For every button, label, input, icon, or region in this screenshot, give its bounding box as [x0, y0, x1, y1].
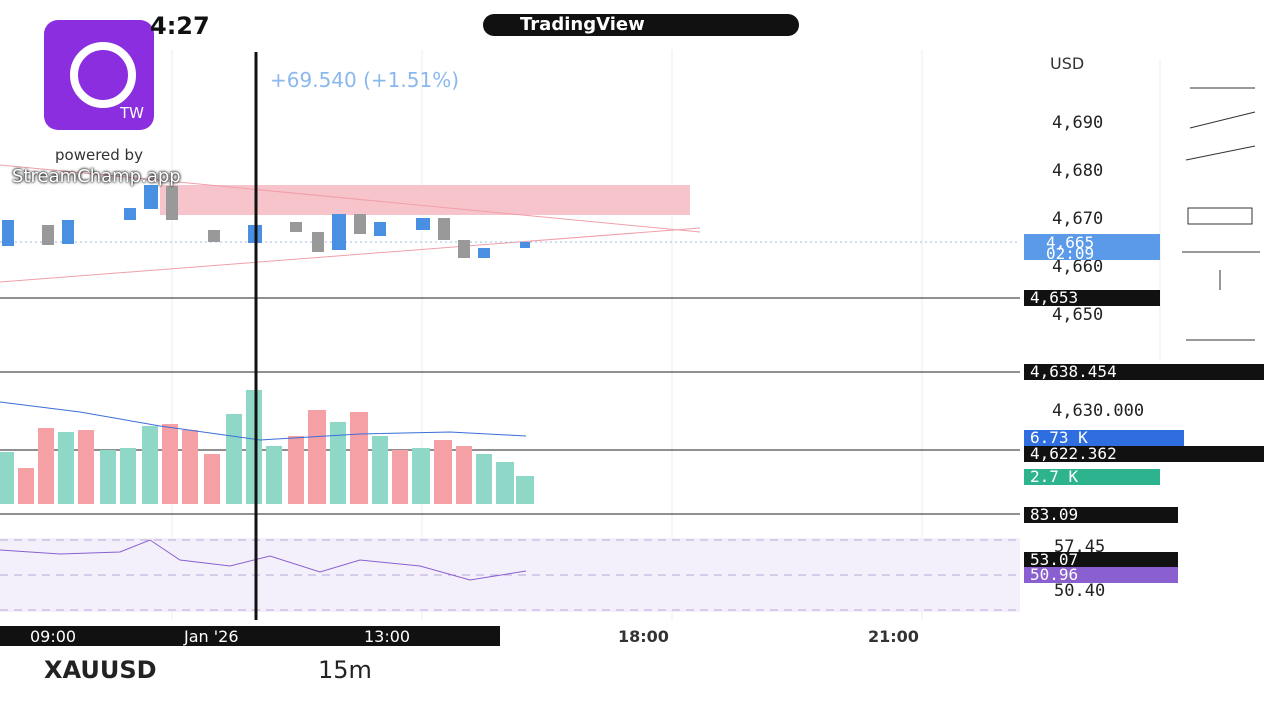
- rsi-ma: 53.07: [1024, 552, 1178, 568]
- app-title: TradingView: [520, 14, 645, 35]
- price-label: 4,630.000: [1052, 401, 1145, 421]
- zone: [160, 185, 690, 215]
- price-label: 4,660: [1052, 257, 1104, 277]
- time-label: 09:00: [30, 627, 77, 646]
- price-label: 4,670: [1052, 209, 1104, 229]
- trendline: [0, 164, 701, 233]
- volume-label: 2.7 K: [1024, 469, 1160, 485]
- line-label: 4,653: [1024, 290, 1160, 306]
- time-label: Jan '26: [184, 627, 239, 646]
- interval[interactable]: 15m: [318, 656, 372, 684]
- line-label: 4,638.454: [1024, 364, 1264, 380]
- rsi-top: 83.09: [1024, 507, 1178, 523]
- volume-bars: [0, 390, 534, 504]
- price-label: 4,690: [1052, 113, 1104, 133]
- rsi-value: 50.96: [1024, 567, 1178, 583]
- price-label: 4,650: [1052, 305, 1104, 325]
- volume-ma: [0, 401, 527, 441]
- clock: 4:27: [150, 12, 210, 40]
- badge-text: TW: [120, 104, 144, 122]
- time-label: 21:00: [868, 627, 919, 646]
- rsi-lower: 50.40: [1054, 581, 1106, 601]
- last-price: 4,665: [1046, 233, 1095, 252]
- rsi-line: [0, 539, 527, 581]
- symbol[interactable]: XAUUSD: [44, 656, 157, 684]
- price-change: +69.540 (+1.51%): [270, 68, 459, 92]
- countdown: 02:09: [1046, 244, 1095, 263]
- time-label: 18:00: [618, 627, 669, 646]
- brand: StreamChamp.app: [12, 166, 181, 187]
- price-label: 4,680: [1052, 161, 1104, 181]
- time-label: 13:00: [364, 627, 411, 646]
- candles: [2, 185, 530, 258]
- line-label: 4,622.362: [1024, 446, 1264, 462]
- trendline: [0, 227, 701, 283]
- powered-by: powered by: [55, 146, 143, 164]
- currency: USD: [1050, 54, 1085, 73]
- app-badge: TW: [44, 20, 154, 130]
- volume-ma-label: 6.73 K: [1024, 430, 1184, 446]
